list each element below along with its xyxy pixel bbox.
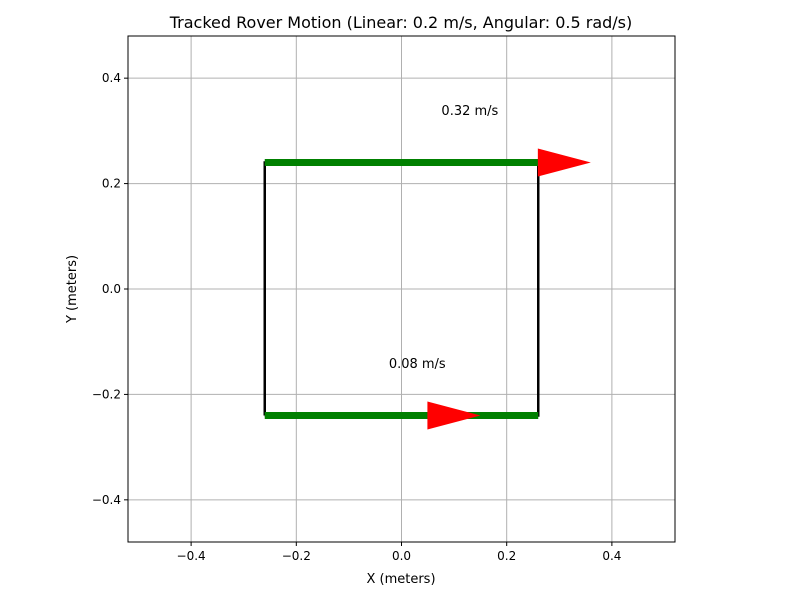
x-tick-label: 0.0 [392,549,411,563]
plot-series [263,148,591,430]
chart-title: Tracked Rover Motion (Linear: 0.2 m/s, A… [169,13,633,32]
x-tick-label: −0.2 [282,549,311,563]
speed-annotation: 0.08 m/s [389,357,446,372]
y-tick-label: −0.2 [92,387,121,401]
y-tick-label: −0.4 [92,493,121,507]
x-axis-label: X (meters) [366,572,435,587]
y-tick-label: 0.2 [102,177,121,191]
y-tick-label: 0.0 [102,282,121,296]
x-tick-label: −0.4 [177,549,206,563]
speed-annotation: 0.32 m/s [441,104,498,119]
y-tick-label: 0.4 [102,71,121,85]
axis-ticks: −0.4 −0.2 0.0 0.2 0.4 −0.4 −0.2 0.0 0.2 0.4 [92,71,622,563]
annotations: 0.32 m/s 0.08 m/s [389,104,499,372]
velocity-arrow [427,401,481,430]
grid-lines [128,36,675,542]
x-tick-label: 0.2 [497,549,516,563]
x-tick-label: 0.4 [602,549,621,563]
y-axis-label: Y (meters) [65,255,80,324]
velocity-arrow [537,148,591,177]
